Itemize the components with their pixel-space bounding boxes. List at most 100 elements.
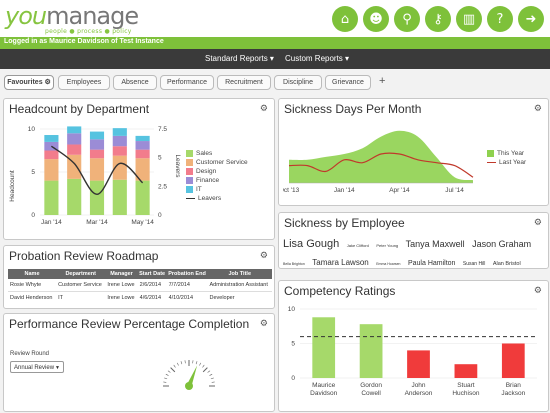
review-round-select[interactable]: Annual Review ▼: [10, 361, 64, 373]
forward-icon[interactable]: ➜: [518, 6, 544, 32]
table-cell: Administration Assistant: [207, 279, 272, 292]
legend-label: Leavers: [198, 195, 222, 202]
gear-icon[interactable]: ⚙: [533, 104, 542, 114]
bar-segment: [112, 135, 127, 147]
y2-tick-label: 7.5: [158, 126, 167, 133]
home-icon[interactable]: ⌂: [332, 6, 358, 32]
table-cell: 2/6/2014: [137, 279, 167, 292]
table-cell: Irene Lowe: [105, 279, 138, 292]
bar-segment: [44, 159, 59, 181]
employee-name[interactable]: Jake Clifford: [346, 243, 369, 248]
employee-name[interactable]: Bella Brighton: [283, 262, 305, 266]
gear-icon[interactable]: ⚙: [533, 286, 542, 296]
employee-name[interactable]: Jason Graham: [472, 239, 532, 249]
gauge-tick: [173, 364, 176, 368]
x-tick-label: May '14: [131, 219, 154, 226]
table-cell: 4/10/2014: [168, 295, 194, 301]
standard-reports-menu[interactable]: Standard Reports ▾: [205, 54, 274, 63]
tab-absence[interactable]: Absence: [113, 75, 157, 90]
tab-performance[interactable]: Performance: [160, 75, 214, 90]
tab-favourites[interactable]: Favourites ⚙: [4, 75, 54, 90]
table-header-row: Name Department Manager Start Date Proba…: [8, 269, 272, 279]
employee-name[interactable]: Lisa Gough: [283, 238, 340, 250]
bar-segment: [67, 126, 82, 134]
table-row[interactable]: David Henderson IT Irene Lowe 4/6/2014 4…: [8, 292, 272, 305]
x-tick-label: Jackson: [501, 390, 525, 397]
y-tick-label: 5: [291, 341, 295, 348]
people-icon[interactable]: ☻: [363, 6, 389, 32]
x-tick-label: Mar '14: [86, 219, 108, 226]
completion-gauge: [163, 360, 215, 390]
youmanage-logo[interactable]: youmanage people ● process ● policy: [5, 2, 139, 35]
y-tick-label: 10: [28, 126, 36, 133]
logo-you-text: you: [5, 2, 47, 30]
bar-segment: [89, 139, 105, 150]
legend-design: Design: [186, 167, 248, 176]
gear-icon[interactable]: ⚙: [533, 218, 542, 228]
review-round-value: Annual Review: [14, 365, 55, 371]
x-tick-label: Jan '14: [41, 219, 62, 226]
legend-swatch-customer-service: [186, 159, 193, 166]
gear-icon[interactable]: ⚙: [259, 104, 268, 114]
y-tick-label: 5: [31, 169, 35, 176]
bar-segment: [135, 158, 150, 181]
x-tick-label: Jan '14: [334, 187, 355, 194]
legend-label: Last Year: [499, 159, 527, 166]
sickness-month-title: Sickness Days Per Month: [284, 102, 422, 116]
header-toolbar: ⌂ ☻ ⚲ ⚷ ▥ ? ➜: [332, 6, 544, 32]
employee-name[interactable]: Susan Hill: [462, 261, 486, 267]
gauge-tick: [207, 370, 211, 373]
legend-this-year: This Year: [487, 149, 526, 158]
legend-label: Customer Service: [196, 159, 248, 166]
bar-segment: [112, 128, 127, 136]
reports-icon[interactable]: ▥: [456, 6, 482, 32]
legend-swatch-it: [186, 186, 193, 193]
sickness-employee-title: Sickness by Employee: [284, 216, 405, 230]
tab-recruitment[interactable]: Recruitment: [217, 75, 271, 90]
probation-title: Probation Review Roadmap: [9, 249, 159, 263]
sickness-month-legend: This Year Last Year: [487, 149, 526, 167]
help-icon[interactable]: ?: [487, 6, 513, 32]
leavers-ylabel: Leavers: [174, 154, 181, 178]
table-row[interactable]: Rosie Whyte Customer Service Irene Lowe …: [8, 279, 272, 292]
headcount-legend: Sales Customer Service Design Finance IT…: [186, 149, 248, 203]
legend-label: Design: [196, 168, 217, 175]
bar-segment: [67, 144, 82, 155]
headcount-chart: Headcount Leavers 0 5 10 0 2.5 5 7.5 Jan '14 Mar…: [9, 126, 181, 226]
gear-icon[interactable]: ⚙: [259, 251, 268, 261]
tab-discipline[interactable]: Discipline: [274, 75, 322, 90]
legend-label: Sales: [196, 150, 213, 157]
x-tick-label: Oct '13: [283, 187, 300, 194]
last-year-line: [288, 152, 474, 178]
legend-leavers: Leavers: [186, 194, 248, 203]
sickness-employee-panel: Sickness by Employee ⚙ Lisa Gough Jake C…: [278, 212, 549, 286]
legend-label: This Year: [497, 150, 525, 157]
bar-segment: [89, 158, 105, 181]
search-icon[interactable]: ⚲: [394, 6, 420, 32]
table-cell: 4/6/2014: [139, 295, 162, 301]
gear-icon[interactable]: ⚙: [259, 319, 268, 329]
legend-swatch-finance: [186, 177, 193, 184]
gauge-tick: [180, 361, 183, 365]
employee-name[interactable]: Tamara Lawson: [312, 258, 369, 267]
bar-segment: [44, 135, 59, 142]
bar-segment: [44, 141, 59, 151]
employee-name[interactable]: Emma Hoarsen: [376, 262, 401, 266]
legend-label: Finance: [196, 177, 220, 184]
add-tab-button[interactable]: +: [379, 75, 386, 87]
x-tick-label: Cowell: [361, 390, 381, 397]
app-header: youmanage people ● process ● policy ⌂ ☻ …: [0, 0, 550, 37]
x-tick-label: John: [411, 382, 425, 389]
bar-segment: [89, 149, 105, 159]
key-icon[interactable]: ⚷: [425, 6, 451, 32]
custom-reports-menu[interactable]: Custom Reports ▾: [285, 54, 350, 63]
tab-grievance[interactable]: Grievance: [325, 75, 371, 90]
tab-employees[interactable]: Employees: [58, 75, 110, 90]
employee-name[interactable]: Alan Bristol: [492, 261, 521, 267]
employee-name[interactable]: Tanya Maxwell: [405, 239, 465, 249]
employee-name[interactable]: Paula Hamilton: [407, 260, 456, 267]
legend-label: IT: [196, 186, 202, 193]
reports-bar: Standard Reports ▾ Custom Reports ▾: [0, 49, 550, 69]
gauge-tick: [202, 364, 205, 368]
employee-name[interactable]: Peter Young: [376, 243, 399, 248]
